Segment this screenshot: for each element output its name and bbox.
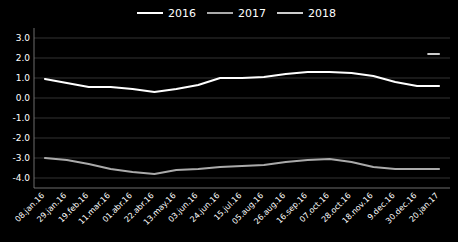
- y-tick-label: -3.0: [12, 153, 30, 163]
- y-tick-label: -1.0: [12, 113, 30, 123]
- grid-line: [34, 58, 450, 59]
- y-tick-label: -4.0: [12, 173, 30, 183]
- legend-label: 2018: [308, 7, 336, 20]
- grid-line: [34, 178, 450, 179]
- grid-line: [34, 38, 450, 39]
- lines: [45, 54, 439, 174]
- grid-line: [34, 158, 450, 159]
- series-line: [45, 158, 439, 174]
- series-line: [45, 72, 439, 92]
- grid-line: [34, 138, 450, 139]
- legend-swatch: [277, 12, 303, 14]
- series-line: [428, 53, 439, 55]
- legend: 2016 2017 2018: [137, 7, 336, 20]
- chart: -4.0-3.0-2.0-1.00.01.02.03.008.jan.1629.…: [0, 0, 458, 242]
- y-tick-label: 0.0: [16, 93, 31, 103]
- y-axis-line: [34, 28, 35, 188]
- y-tick-label: -2.0: [12, 133, 30, 143]
- background: [0, 0, 458, 242]
- legend-swatch: [137, 12, 163, 14]
- grid: [34, 38, 450, 178]
- legend-label: 2017: [238, 7, 266, 20]
- legend-swatch: [207, 12, 233, 14]
- grid-line: [34, 98, 450, 99]
- x-tick-label: 20.jan.17: [407, 191, 440, 224]
- y-tick-label: 1.0: [16, 73, 31, 83]
- legend-label: 2016: [168, 7, 196, 20]
- x-axis-line: [34, 188, 450, 189]
- grid-line: [34, 118, 450, 119]
- y-tick-label: 3.0: [16, 33, 31, 43]
- y-tick-label: 2.0: [16, 53, 31, 63]
